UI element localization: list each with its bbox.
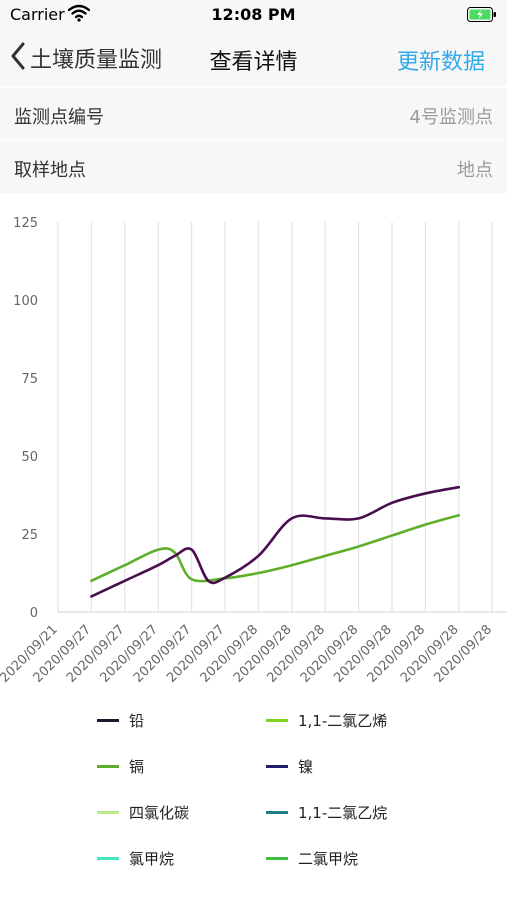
legend-swatch	[97, 810, 119, 814]
battery-icon	[467, 7, 497, 26]
legend-swatch	[266, 810, 288, 814]
chevron-left-icon	[10, 41, 26, 75]
sampling-location-value: 地点	[457, 160, 493, 181]
legend-item[interactable]: 1,1-二氯乙烯	[266, 708, 387, 732]
legend-item[interactable]: 镉	[97, 754, 144, 778]
legend-swatch	[97, 764, 119, 768]
y-tick-label: 50	[21, 450, 38, 465]
legend-swatch	[266, 764, 288, 768]
y-tick-label: 0	[30, 606, 38, 621]
series-line	[90, 485, 461, 598]
legend-item[interactable]: 二氯甲烷	[266, 846, 358, 870]
legend-label: 镍	[298, 757, 314, 776]
line-chart: 02550751001252020/09/212020/09/272020/09…	[0, 216, 507, 686]
y-tick-label: 75	[21, 372, 38, 387]
navigation-bar: 土壤质量监测 查看详情 更新数据	[0, 30, 507, 86]
legend-label: 1,1-二氯乙烷	[298, 803, 388, 822]
legend-item[interactable]: 1,1-二氯乙烷	[266, 800, 387, 824]
series-line	[90, 513, 461, 583]
legend-swatch	[97, 856, 119, 860]
clock-time: 12:08 PM	[211, 5, 296, 24]
legend-label: 氯甲烷	[129, 849, 175, 868]
carrier-label: Carrier	[10, 5, 65, 24]
legend-swatch	[266, 718, 288, 722]
legend-item[interactable]: 氯甲烷	[97, 846, 174, 870]
info-row-sampling-location: 取样地点 地点	[0, 141, 507, 193]
wifi-icon	[67, 4, 91, 26]
update-data-button[interactable]: 更新数据	[396, 50, 485, 75]
legend-label: 四氯化碳	[129, 803, 190, 822]
info-row-monitor-id: 监测点编号 4号监测点	[0, 88, 507, 140]
monitor-id-label: 监测点编号	[14, 107, 104, 128]
y-tick-label: 25	[21, 528, 38, 543]
back-button[interactable]: 土壤质量监测	[10, 40, 162, 76]
legend-item[interactable]: 铅	[97, 708, 144, 732]
legend-label: 1,1-二氯乙烯	[298, 711, 388, 730]
monitor-id-value: 4号监测点	[409, 107, 493, 128]
y-tick-label: 100	[13, 294, 38, 309]
legend-item[interactable]: 镍	[266, 754, 313, 778]
legend-swatch	[97, 718, 119, 722]
legend-swatch	[266, 856, 288, 860]
back-button-label: 土壤质量监测	[30, 48, 163, 73]
y-tick-label: 125	[13, 216, 38, 231]
legend-label: 二氯甲烷	[298, 849, 359, 868]
status-bar: Carrier 12:08 PM	[0, 0, 507, 30]
chart-area: 0 25 50 75 100 125 2020/09/21 2020/09/27 2020/09…	[0, 206, 507, 900]
legend-label: 铅	[129, 711, 145, 730]
legend-label: 镉	[129, 757, 145, 776]
legend-item[interactable]: 四氯化碳	[97, 800, 189, 824]
sampling-location-label: 取样地点	[14, 160, 86, 181]
